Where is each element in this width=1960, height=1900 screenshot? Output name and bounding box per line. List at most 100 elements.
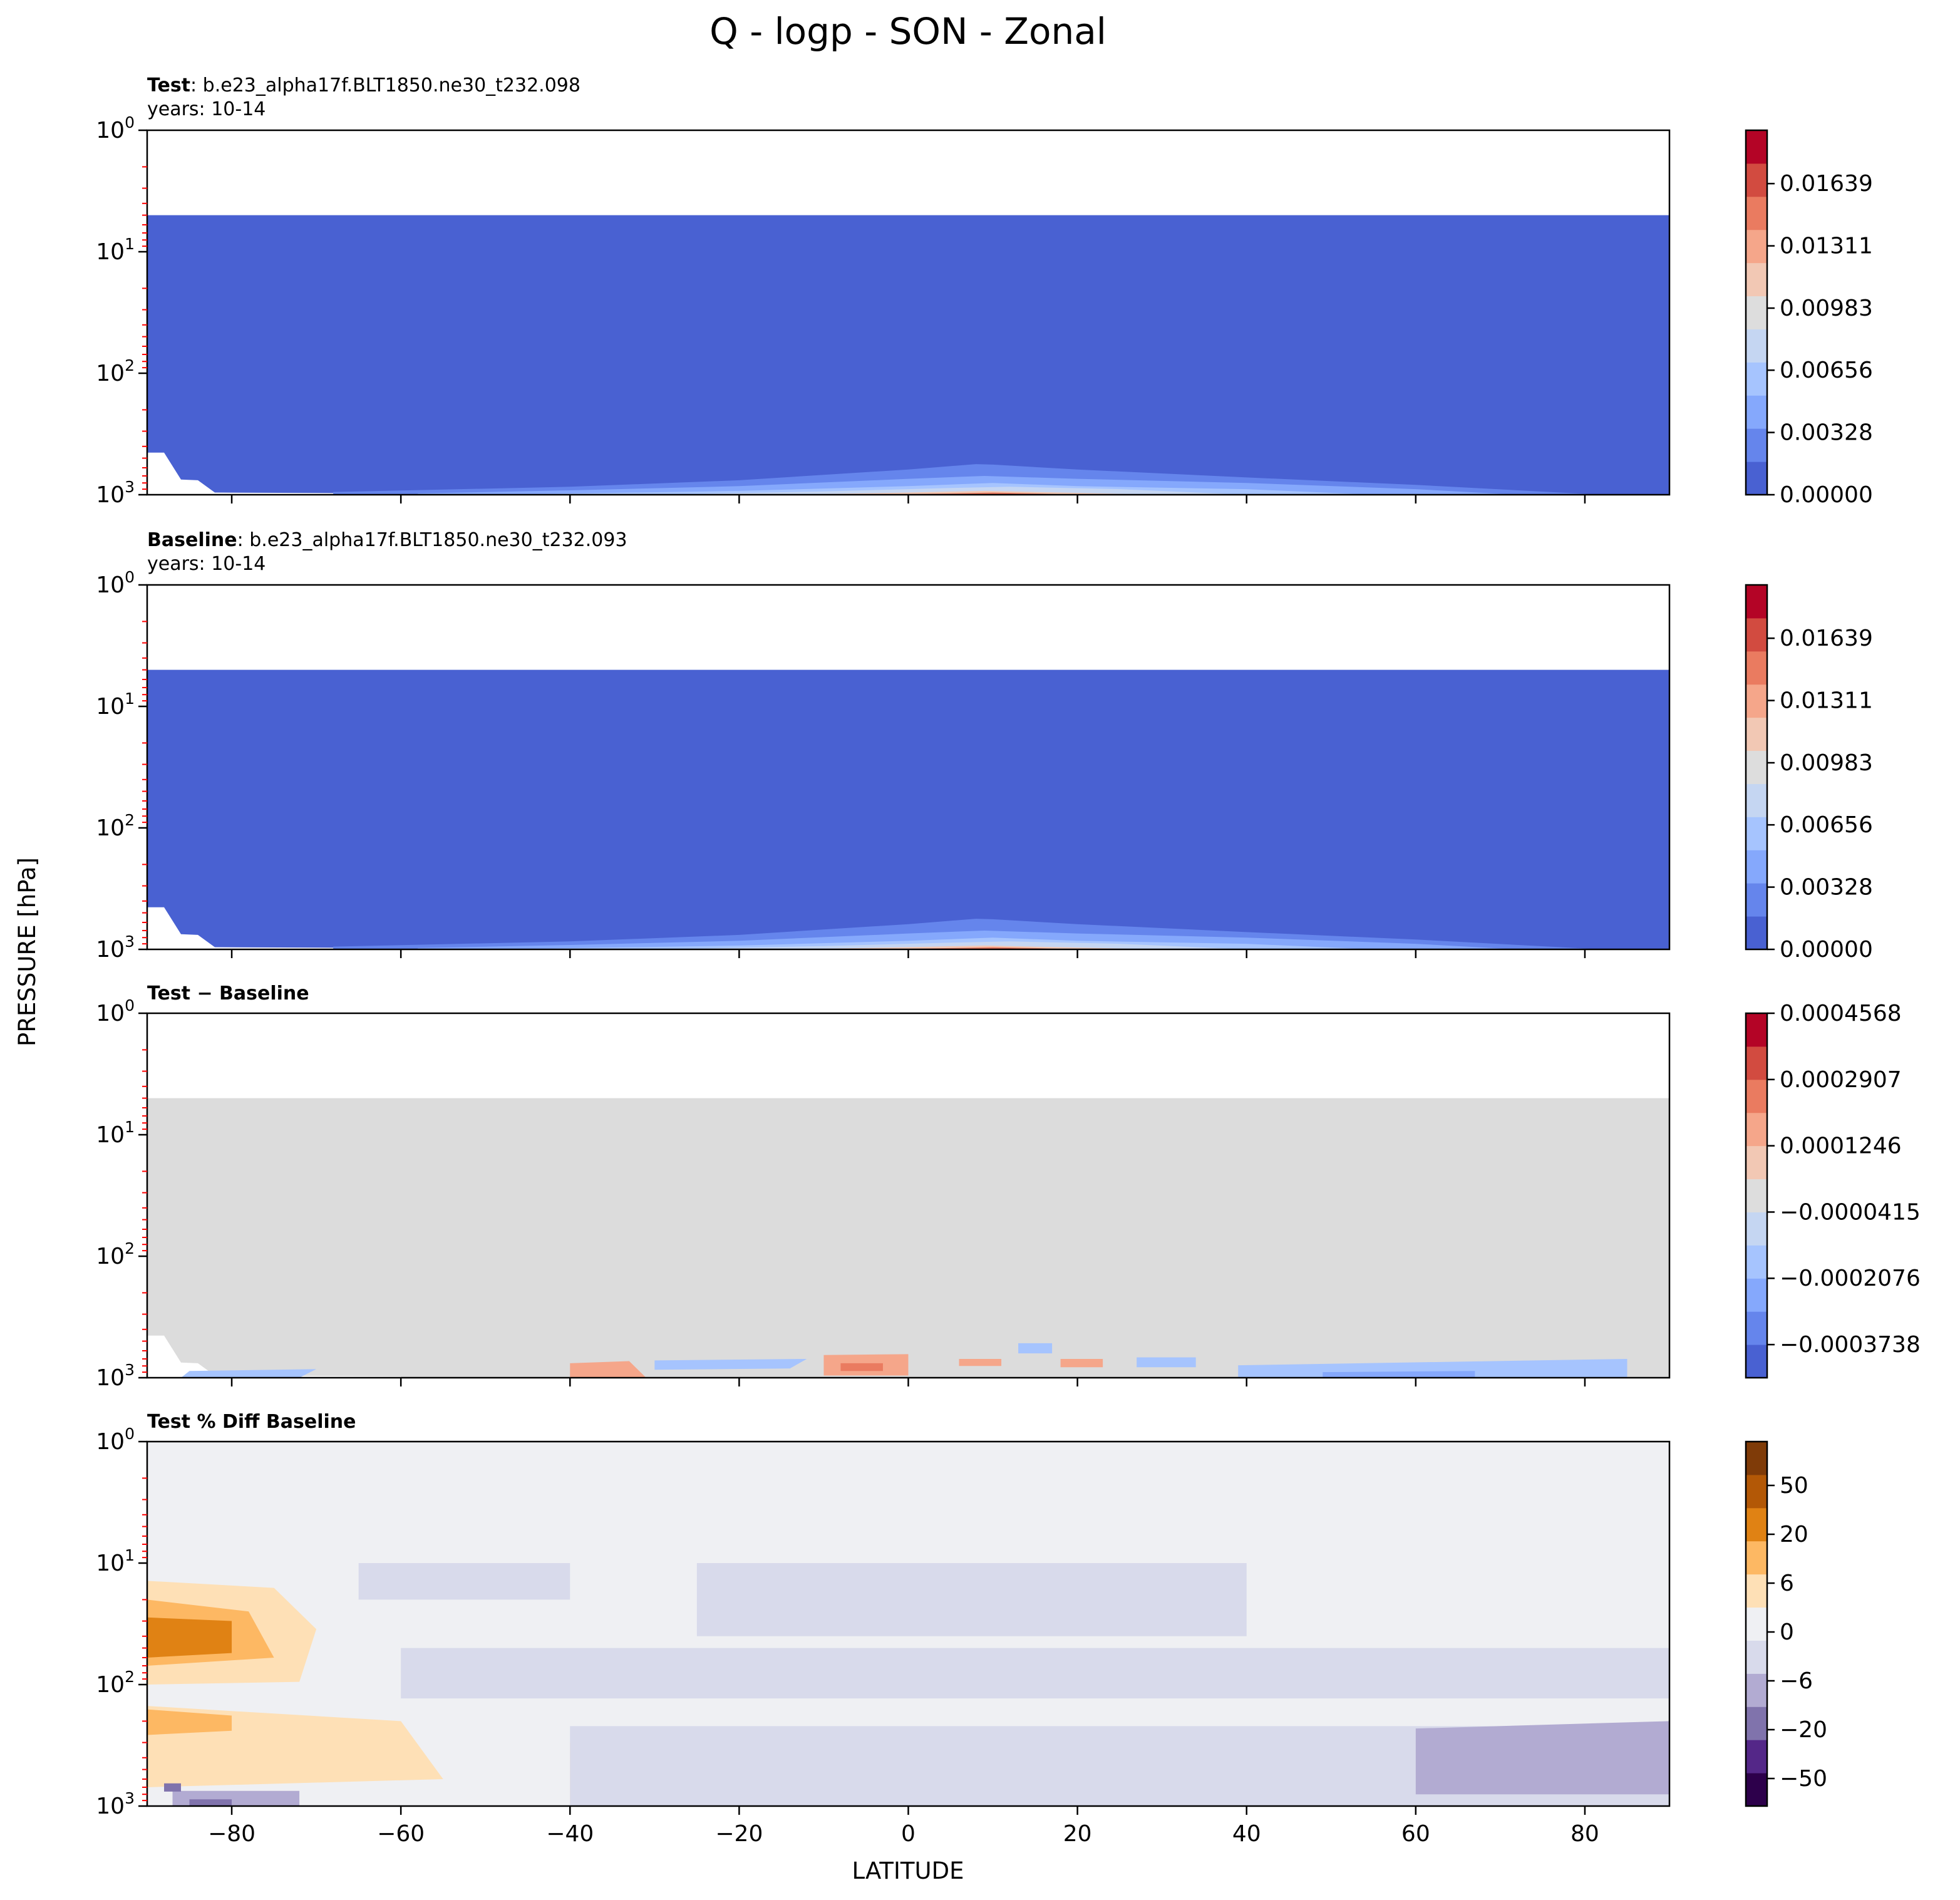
y-tick-exponent: 3	[125, 932, 135, 951]
panel-years: years: 10-14	[147, 553, 266, 575]
colorbar-band	[1746, 1145, 1767, 1180]
colorbar-band	[1746, 1574, 1767, 1608]
y-tick-base: 10	[96, 1794, 125, 1819]
colorbar-tick-label: 50	[1780, 1473, 1808, 1499]
y-tick-base: 10	[96, 239, 125, 265]
y-tick-base: 10	[96, 1365, 125, 1391]
y-tick-exponent: 3	[125, 478, 135, 496]
y-tick-label: 100	[96, 1425, 135, 1455]
x-tick-label: −80	[208, 1821, 255, 1847]
colorbar-frame	[1745, 129, 1768, 496]
y-tick-exponent: 1	[125, 689, 135, 708]
y-tick-base: 10	[96, 1429, 125, 1455]
panel-header: Test % Diff Baseline	[147, 1411, 356, 1433]
colorbar-tick-label: −6	[1780, 1668, 1813, 1694]
contour-blob-2	[147, 1617, 232, 1658]
colorbar: −0.0003738 −0.0002076 −0.0000415 0.0001246 0…	[1745, 1001, 1921, 1379]
contour-blob-5	[959, 1358, 1002, 1366]
colorbar-band	[1746, 395, 1767, 429]
figure-title: Q - logp - SON - Zonal	[709, 10, 1106, 53]
colorbar-band	[1746, 1507, 1767, 1542]
colorbar-frame	[1745, 1440, 1768, 1807]
colorbar-tick-label: 0.01639	[1780, 171, 1873, 197]
colorbar-band	[1746, 1079, 1767, 1113]
panel-header: Test − Baseline	[147, 983, 309, 1004]
y-tick-base: 10	[96, 1551, 125, 1576]
colorbar-band	[1746, 617, 1767, 652]
colorbar-tick-label: 0.00983	[1780, 750, 1873, 776]
y-tick-exponent: 3	[125, 1361, 135, 1379]
colorbar-frame	[1745, 584, 1768, 951]
colorbar-band	[1746, 1112, 1767, 1147]
colorbar-band	[1746, 585, 1767, 619]
y-tick-base: 10	[96, 1122, 125, 1148]
colorbar-band	[1746, 296, 1767, 329]
colorbar-tick-label: 0.01639	[1780, 626, 1873, 651]
colorbar-tick-label: 0.00328	[1780, 875, 1873, 901]
colorbar-tick-label: −50	[1780, 1766, 1827, 1792]
colorbar-band	[1746, 262, 1767, 297]
surface-mask	[147, 1335, 401, 1378]
colorbar-tick-label: −0.0002076	[1780, 1266, 1921, 1291]
contour-blob-14	[164, 1783, 182, 1792]
y-tick-base: 10	[96, 937, 125, 963]
y-tick-base: 10	[96, 482, 125, 508]
y-axis-label: PRESSURE [hPa]	[14, 857, 41, 1046]
panel-header: Test: b.e23_alpha17f.BLT1850.ne30_t232.0…	[147, 75, 580, 96]
colorbar-band	[1746, 362, 1767, 396]
colorbar-band	[1746, 783, 1767, 817]
x-tick-label: −60	[377, 1821, 425, 1847]
y-tick-base: 10	[96, 572, 125, 598]
panel-header: Baseline: b.e23_alpha17f.BLT1850.ne30_t2…	[147, 529, 627, 551]
colorbar-band	[1746, 1673, 1767, 1707]
colorbar-tick-label: 6	[1780, 1571, 1794, 1596]
colorbar-band	[1746, 750, 1767, 784]
colorbar-tick-label: 0.00983	[1780, 296, 1873, 321]
y-tick-base: 10	[96, 815, 125, 841]
contour-blob-11	[1415, 1721, 1669, 1795]
x-tick-label: −40	[546, 1821, 594, 1847]
panel-header-bold: Test − Baseline	[147, 983, 309, 1004]
y-tick-label: 103	[96, 1361, 135, 1391]
colorbar-tick-label: 0.00000	[1780, 482, 1873, 508]
contour-blob-4	[840, 1363, 883, 1371]
y-tick-base: 10	[96, 1001, 125, 1026]
contour-blob-6	[1018, 1343, 1053, 1354]
contour-fill-neutral	[147, 1098, 1669, 1378]
colorbar-band	[1746, 1442, 1767, 1475]
colorbar-band	[1746, 817, 1767, 850]
contour-blob-10	[1323, 1371, 1475, 1378]
colorbar-band	[1746, 428, 1767, 462]
contour-blob-0	[181, 1369, 317, 1378]
x-tick-label: 80	[1571, 1821, 1599, 1847]
y-tick-label: 101	[96, 235, 135, 265]
y-tick-base: 10	[96, 1244, 125, 1269]
panel-header-case: : b.e23_alpha17f.BLT1850.ne30_t232.098	[190, 75, 580, 96]
colorbar-frame	[1745, 1012, 1768, 1379]
y-tick-label: 101	[96, 1118, 135, 1148]
colorbar-band	[1746, 684, 1767, 718]
colorbar-band	[1746, 1474, 1767, 1509]
colorbar: −50 −20 −6 0 6 20 50	[1745, 1440, 1827, 1807]
x-tick-label: 0	[901, 1821, 916, 1847]
colorbar-tick-label: 0	[1780, 1619, 1794, 1645]
panel-years: years: 10-14	[147, 98, 266, 120]
contour-blob-4	[147, 1709, 232, 1735]
y-tick-label: 102	[96, 356, 135, 386]
panel-header-bold: Baseline	[147, 529, 237, 551]
colorbar: 0.00000 0.00328 0.00656 0.00983 0.01311 0.016…	[1745, 129, 1873, 508]
panel-header-bold: Test % Diff Baseline	[147, 1411, 356, 1433]
y-tick-base: 10	[96, 361, 125, 386]
colorbar-band	[1746, 1607, 1767, 1641]
colorbar-tick-label: 0.0004568	[1780, 1001, 1902, 1026]
contour-blob-8	[696, 1563, 1247, 1636]
contour-blob-7	[1060, 1358, 1103, 1368]
y-tick-exponent: 0	[125, 1425, 135, 1443]
contour-fill-level-6	[781, 945, 1162, 949]
y-tick-exponent: 3	[125, 1789, 135, 1807]
colorbar-band	[1746, 329, 1767, 363]
x-axis-label: LATITUDE	[852, 1857, 964, 1884]
